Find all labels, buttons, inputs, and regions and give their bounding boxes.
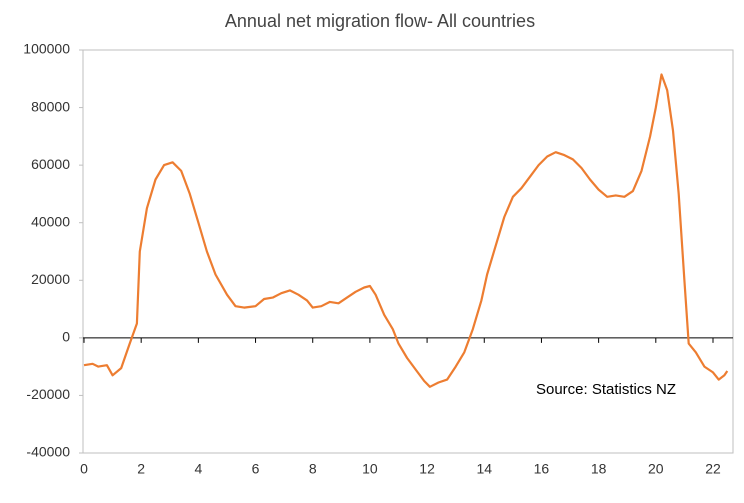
x-tick-label: 14 (476, 461, 492, 477)
y-tick-label: 80000 (31, 98, 70, 114)
x-tick-label: 18 (591, 461, 607, 477)
x-tick-label: 20 (648, 461, 664, 477)
x-tick-label: 0 (80, 461, 88, 477)
series-line (83, 73, 729, 388)
x-tick-label: 8 (309, 461, 317, 477)
chart-title: Annual net migration flow- All countries (225, 11, 535, 31)
annotation: Source: Statistics NZ (536, 381, 676, 398)
y-tick-label: -20000 (26, 386, 70, 402)
plot-frame (82, 49, 734, 454)
y-tick-label: 60000 (31, 156, 70, 172)
x-tick-label: 10 (362, 461, 378, 477)
y-tick-label: -40000 (26, 444, 70, 460)
y-tick-label: 0 (62, 329, 70, 345)
y-tick-label: 20000 (31, 271, 70, 287)
x-tick-label: 12 (419, 461, 435, 477)
y-tick-label: 40000 (31, 213, 70, 229)
y-tick-label: 100000 (23, 41, 70, 57)
x-tick-label: 2 (137, 461, 145, 477)
x-tick-label: 6 (252, 461, 260, 477)
x-tick-label: 16 (534, 461, 550, 477)
x-tick-label: 4 (194, 461, 202, 477)
x-tick-label: 22 (705, 461, 721, 477)
